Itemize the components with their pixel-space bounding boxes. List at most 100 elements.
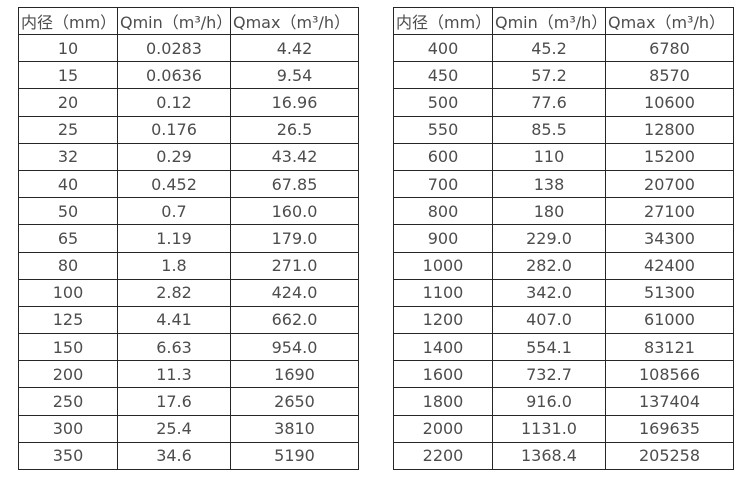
table-cell: 20	[18, 88, 118, 117]
table-cell: 5190	[230, 441, 359, 471]
table-row: 15 0.0636 9.54	[18, 61, 359, 90]
flow-table-small-diameter: 内径（mm） Qmin（m³/h） Qmax（m³/h） 10 0.0283 4.4…	[18, 7, 359, 471]
table-cell: 2200	[393, 441, 493, 471]
table-cell: 2.82	[117, 278, 231, 307]
table-cell: 45.2	[492, 33, 606, 63]
table-cell: 1.19	[117, 224, 231, 253]
table-row: 250 17.6 2650	[18, 387, 359, 416]
table-cell: 554.1	[492, 333, 606, 362]
table-row: 20 0.12 16.96	[18, 88, 359, 117]
table-row: 900 229.0 34300	[393, 224, 734, 253]
table-cell: 1131.0	[492, 414, 606, 443]
table-cell: 6780	[605, 33, 734, 63]
table-cell: 32	[18, 142, 118, 171]
table-row: 100 2.82 424.0	[18, 278, 359, 307]
table-cell: 100	[18, 278, 118, 307]
table-cell: 179.0	[230, 224, 359, 253]
table-cell: 3810	[230, 414, 359, 443]
table-cell: 200	[18, 360, 118, 389]
table-cell: 43.42	[230, 142, 359, 171]
table-cell: 15200	[605, 142, 734, 171]
table-cell: 0.452	[117, 169, 231, 199]
table-row: 450 57.2 8570	[393, 61, 734, 90]
header-cell-qmin: Qmin（m³/h）	[117, 7, 231, 35]
header-row: 内径（mm） Qmin（m³/h） Qmax（m³/h）	[18, 7, 359, 35]
table-cell: 2000	[393, 414, 493, 443]
table-cell: 0.12	[117, 88, 231, 117]
table-cell: 0.0283	[117, 33, 231, 63]
table-cell: 6.63	[117, 333, 231, 362]
table-cell: 57.2	[492, 61, 606, 90]
table-cell: 108566	[605, 360, 734, 389]
table-cell: 10600	[605, 88, 734, 117]
table-row: 1600 732.7 108566	[393, 360, 734, 389]
table-cell: 550	[393, 115, 493, 144]
table-cell: 160.0	[230, 197, 359, 226]
table-cell: 0.176	[117, 115, 231, 144]
table-cell: 250	[18, 387, 118, 416]
table-row: 10 0.0283 4.42	[18, 33, 359, 63]
table-cell: 11.3	[117, 360, 231, 389]
table-cell: 900	[393, 224, 493, 253]
table-cell: 34300	[605, 224, 734, 253]
table-cell: 229.0	[492, 224, 606, 253]
table-cell: 800	[393, 197, 493, 226]
table-cell: 1600	[393, 360, 493, 389]
table-cell: 450	[393, 61, 493, 90]
header-cell-diameter: 内径（mm）	[18, 7, 118, 35]
table-row: 400 45.2 6780	[393, 33, 734, 63]
table-cell: 500	[393, 88, 493, 117]
table-body: 10 0.0283 4.42 15 0.0636 9.54 20 0.12 16.96 25 0.1…	[18, 33, 359, 471]
table-row: 300 25.4 3810	[18, 414, 359, 443]
table-cell: 1.8	[117, 251, 231, 280]
table-row: 1800 916.0 137404	[393, 387, 734, 416]
table-cell: 40	[18, 169, 118, 199]
table-cell: 110	[492, 142, 606, 171]
table-row: 25 0.176 26.5	[18, 115, 359, 144]
table-row: 125 4.41 662.0	[18, 305, 359, 335]
table-cell: 67.85	[230, 169, 359, 199]
table-row: 1100 342.0 51300	[393, 278, 734, 307]
header-cell-diameter: 内径（mm）	[393, 7, 493, 35]
table-row: 1000 282.0 42400	[393, 251, 734, 280]
table-cell: 83121	[605, 333, 734, 362]
table-cell: 732.7	[492, 360, 606, 389]
table-cell: 662.0	[230, 305, 359, 335]
table-cell: 4.42	[230, 33, 359, 63]
table-cell: 424.0	[230, 278, 359, 307]
table-cell: 137404	[605, 387, 734, 416]
table-cell: 16.96	[230, 88, 359, 117]
table-cell: 8570	[605, 61, 734, 90]
table-cell: 85.5	[492, 115, 606, 144]
table-cell: 4.41	[117, 305, 231, 335]
table-cell: 15	[18, 61, 118, 90]
table-cell: 51300	[605, 278, 734, 307]
table-cell: 77.6	[492, 88, 606, 117]
table-row: 700 138 20700	[393, 169, 734, 199]
table-cell: 1200	[393, 305, 493, 335]
table-cell: 125	[18, 305, 118, 335]
table-row: 65 1.19 179.0	[18, 224, 359, 253]
header-cell-qmax: Qmax（m³/h）	[230, 7, 359, 35]
table-cell: 25.4	[117, 414, 231, 443]
table-cell: 180	[492, 197, 606, 226]
table-cell: 20700	[605, 169, 734, 199]
table-cell: 407.0	[492, 305, 606, 335]
table-row: 550 85.5 12800	[393, 115, 734, 144]
table-cell: 0.7	[117, 197, 231, 226]
table-cell: 282.0	[492, 251, 606, 280]
table-cell: 600	[393, 142, 493, 171]
table-row: 80 1.8 271.0	[18, 251, 359, 280]
table-cell: 954.0	[230, 333, 359, 362]
table-row: 40 0.452 67.85	[18, 169, 359, 199]
table-cell: 1400	[393, 333, 493, 362]
table-cell: 17.6	[117, 387, 231, 416]
table-row: 32 0.29 43.42	[18, 142, 359, 171]
table-cell: 350	[18, 441, 118, 471]
flow-table-large-diameter: 内径（mm） Qmin（m³/h） Qmax（m³/h） 400 45.2 6780…	[393, 7, 734, 471]
table-cell: 342.0	[492, 278, 606, 307]
table-cell: 1800	[393, 387, 493, 416]
table-cell: 42400	[605, 251, 734, 280]
table-cell: 700	[393, 169, 493, 199]
